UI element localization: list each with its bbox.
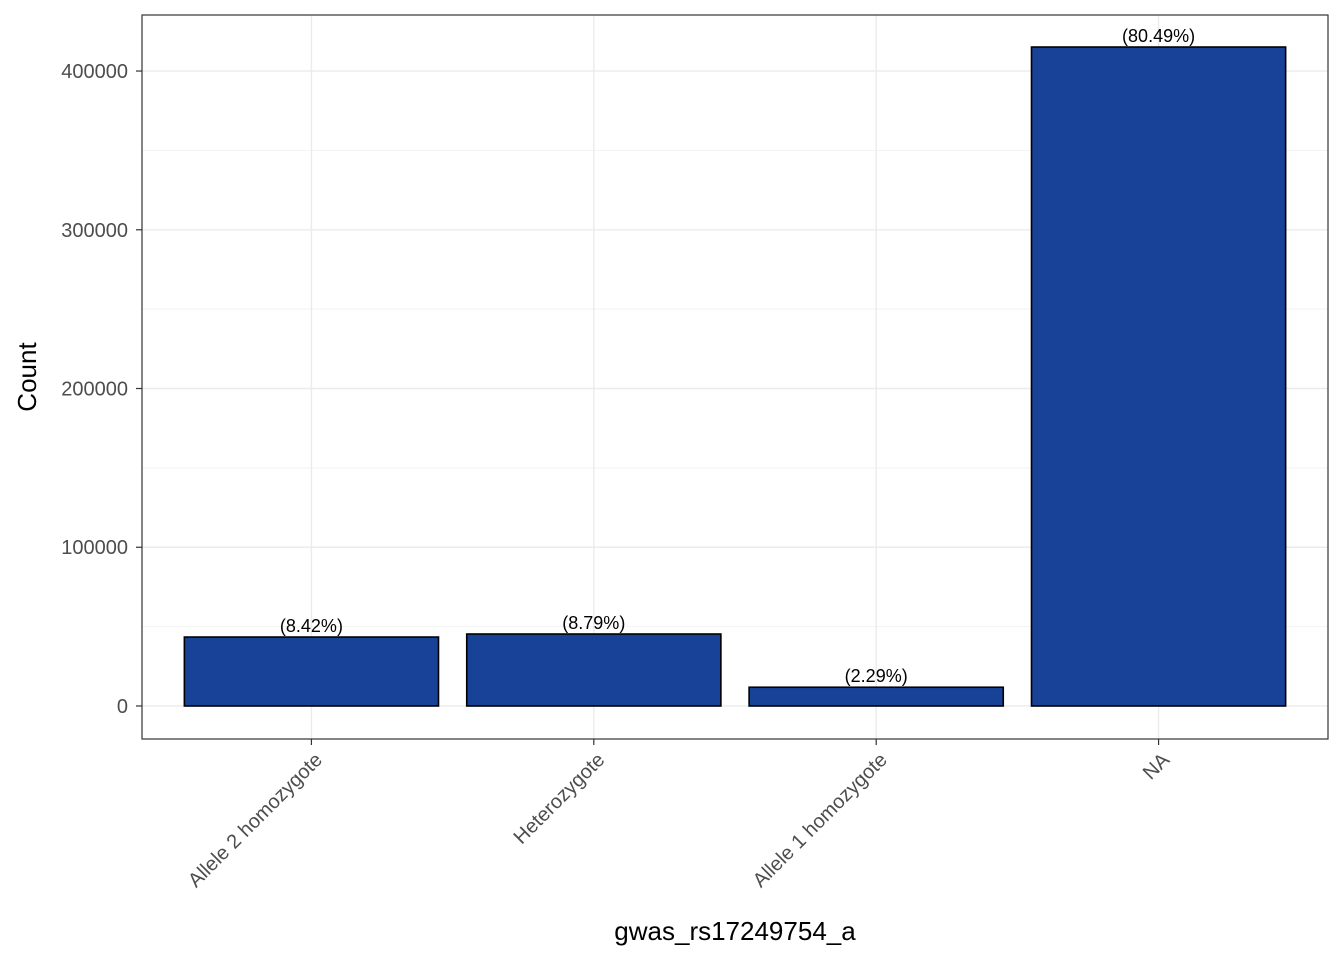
y-axis-label: Count <box>12 342 42 412</box>
bar <box>465 633 722 707</box>
bar <box>1030 46 1287 707</box>
y-tick-label: 300000 <box>61 220 128 242</box>
bar-data-label: (8.79%) <box>562 613 625 633</box>
y-tick-label: 100000 <box>61 537 128 559</box>
plot-panel-border <box>141 14 1329 740</box>
y-tick-label: 200000 <box>61 379 128 401</box>
bar <box>748 686 1005 707</box>
x-tick-label: Heterozygote <box>510 749 610 849</box>
bar-data-label: (2.29%) <box>845 666 908 686</box>
bar <box>183 636 440 707</box>
x-tick-label: NA <box>1139 749 1175 785</box>
y-tick-label: 400000 <box>61 61 128 83</box>
x-tick-label: Allele 1 homozygote <box>749 749 892 892</box>
y-tick-label: 0 <box>117 696 128 718</box>
x-tick-label: Allele 2 homozygote <box>184 749 327 892</box>
x-axis-label: gwas_rs17249754_a <box>614 916 856 946</box>
bar-data-label: (80.49%) <box>1122 26 1195 46</box>
bar-data-label: (8.42%) <box>280 616 343 636</box>
